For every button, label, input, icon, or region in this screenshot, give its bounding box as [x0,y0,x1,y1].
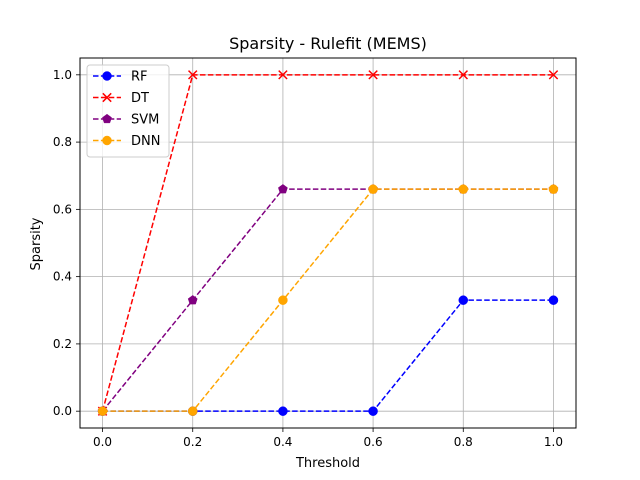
legend-label-rf: RF [131,70,148,85]
legend-marker-dt-stroke [102,92,112,103]
legend-marker-rf [102,71,112,81]
x-tick-label: 0.0 [93,435,112,449]
data-point-dt [458,70,469,80]
x-axis-label: Threshold [295,456,360,471]
data-point-dt [368,70,378,80]
legend-item-rf: RF [93,70,148,85]
series-line-dnn [102,188,554,412]
legend: RF DT SVM DNN [86,64,170,158]
series-line-svm [101,188,554,412]
y-axis-label: Sparsity [29,217,44,270]
data-point-dnn [458,184,469,194]
data-point-dt-stroke [458,70,469,80]
axis-ticks: 0.0 0.2 0.4 0.6 0.8 1.0 0.0 0.2 0.4 0.6 0.8 1.0 [53,68,563,449]
legend-item-dnn: DNN [93,134,160,149]
series-line-dt [101,74,554,412]
data-point-svm [278,184,288,194]
data-point-rf [368,406,378,416]
data-point-dt [548,70,559,80]
data-point-dnn [278,295,288,305]
y-tick-label: 1.0 [53,68,72,82]
data-point-rf [548,295,559,305]
y-tick-label: 0.6 [53,202,72,216]
series-dnn [97,184,559,416]
data-point-dt [278,70,288,80]
data-point-dt [187,70,198,80]
legend-marker-dt [102,92,112,103]
legend-item-svm: SVM [93,113,159,128]
legend-label-dnn: DNN [131,134,160,149]
legend-box [86,64,170,158]
data-point-dnn [187,406,198,416]
data-point-dnn [97,406,108,416]
series-layer [97,70,559,416]
data-point-dnn [548,184,559,194]
legend-marker-dnn [102,135,112,146]
legend-marker-svm [102,113,112,124]
data-point-dt-stroke [368,70,378,80]
x-tick-label: 1.0 [544,435,563,449]
x-tick-label: 0.2 [183,435,202,449]
data-point-dt-stroke [548,70,559,80]
plot-frame [79,57,577,429]
data-point-rf [458,295,469,305]
y-tick-label: 0.0 [53,404,72,418]
legend-label-dt: DT [131,91,149,106]
y-tick-label: 0.4 [53,270,72,284]
legend-label-svm: SVM [131,113,159,128]
grid [80,58,576,428]
data-point-rf [278,406,288,416]
x-tick-label: 0.8 [454,435,473,449]
data-point-dnn [368,184,378,194]
chart-title: Sparsity - Rulefit (MEMS) [229,34,427,53]
y-tick-label: 0.8 [53,135,72,149]
data-point-svm [187,295,198,305]
x-tick-label: 0.4 [273,435,292,449]
data-point-dt-stroke [278,70,288,80]
y-tick-label: 0.2 [53,337,72,351]
data-point-dt-stroke [187,70,198,80]
legend-item-dt: DT [93,91,149,106]
x-tick-label: 0.6 [364,435,383,449]
